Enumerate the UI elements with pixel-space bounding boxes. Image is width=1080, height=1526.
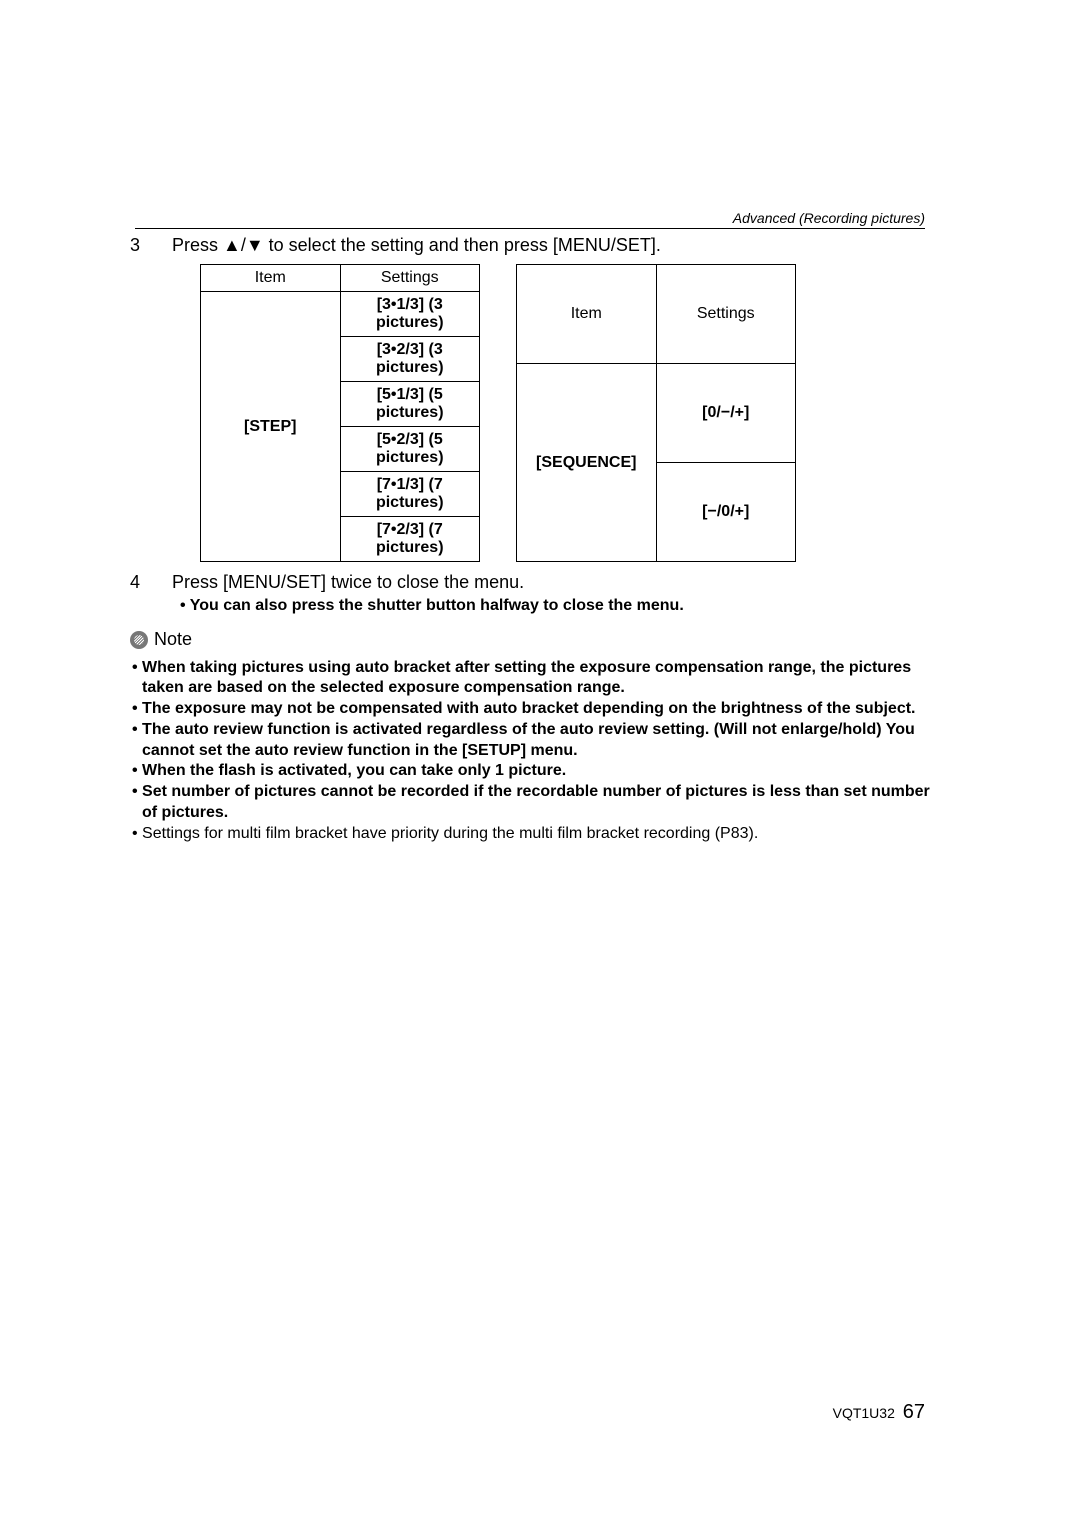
- step-table-cell: [5•2/3] (5 pictures): [340, 427, 480, 472]
- doc-code: VQT1U32: [833, 1405, 895, 1421]
- seq-table-cell: [0/−/+]: [656, 364, 796, 463]
- sequence-table: Item Settings [SEQUENCE] [0/−/+] [−/0/+]: [516, 264, 796, 562]
- note-item: • When the flash is activated, you can t…: [130, 761, 945, 782]
- step-table-head-item: Item: [201, 265, 341, 292]
- step-3-text-post: to select the setting and then press [ME…: [264, 235, 661, 255]
- note-icon: [130, 631, 148, 649]
- step-3-text-pre: Press: [172, 235, 223, 255]
- step-4-number: 4: [130, 572, 172, 593]
- step-3: 3 Press ▲/▼ to select the setting and th…: [130, 235, 945, 256]
- table-row: Item Settings: [201, 265, 480, 292]
- step-table: Item Settings [STEP] [3•1/3] (3 pictures…: [200, 264, 480, 562]
- page-footer: VQT1U32 67: [833, 1401, 925, 1424]
- seq-table-cell: [−/0/+]: [656, 463, 796, 562]
- step-table-cell: [7•1/3] (7 pictures): [340, 472, 480, 517]
- note-item: • When taking pictures using auto bracke…: [130, 658, 945, 700]
- step-table-cell: [3•1/3] (3 pictures): [340, 292, 480, 337]
- step-table-rowlabel: [STEP]: [201, 292, 341, 562]
- step-3-number: 3: [130, 235, 172, 256]
- step-4-bullet: • You can also press the shutter button …: [192, 597, 945, 615]
- page-number: 67: [903, 1401, 925, 1423]
- step-table-cell: [5•1/3] (5 pictures): [340, 382, 480, 427]
- header-breadcrumb: Advanced (Recording pictures): [733, 210, 925, 226]
- seq-table-head-item: Item: [517, 265, 657, 364]
- arrow-updown-icon: ▲/▼: [223, 235, 264, 255]
- note-block: Note • When taking pictures using auto b…: [130, 629, 945, 845]
- note-heading: Note: [130, 629, 192, 650]
- table-row: Item Settings: [517, 265, 796, 364]
- step-table-cell: [3•2/3] (3 pictures): [340, 337, 480, 382]
- note-item: • The exposure may not be compensated wi…: [130, 699, 945, 720]
- seq-table-head-settings: Settings: [656, 265, 796, 364]
- seq-table-rowlabel: [SEQUENCE]: [517, 364, 657, 562]
- note-item: • Set number of pictures cannot be recor…: [130, 782, 945, 824]
- note-item: • The auto review function is activated …: [130, 720, 945, 762]
- table-row: [STEP] [3•1/3] (3 pictures): [201, 292, 480, 337]
- note-item: • Settings for multi film bracket have p…: [130, 824, 945, 845]
- note-list: • When taking pictures using auto bracke…: [130, 658, 945, 845]
- step-4-text: Press [MENU/SET] twice to close the menu…: [172, 572, 524, 592]
- step-4: 4 Press [MENU/SET] twice to close the me…: [130, 572, 945, 615]
- step-3-body: Press ▲/▼ to select the setting and then…: [172, 235, 945, 256]
- step-table-head-settings: Settings: [340, 265, 480, 292]
- table-row: [SEQUENCE] [0/−/+]: [517, 364, 796, 463]
- settings-tables: Item Settings [STEP] [3•1/3] (3 pictures…: [200, 264, 945, 562]
- header-rule: [135, 228, 925, 229]
- note-heading-text: Note: [154, 629, 192, 650]
- step-table-cell: [7•2/3] (7 pictures): [340, 517, 480, 562]
- step-4-body: Press [MENU/SET] twice to close the menu…: [172, 572, 945, 615]
